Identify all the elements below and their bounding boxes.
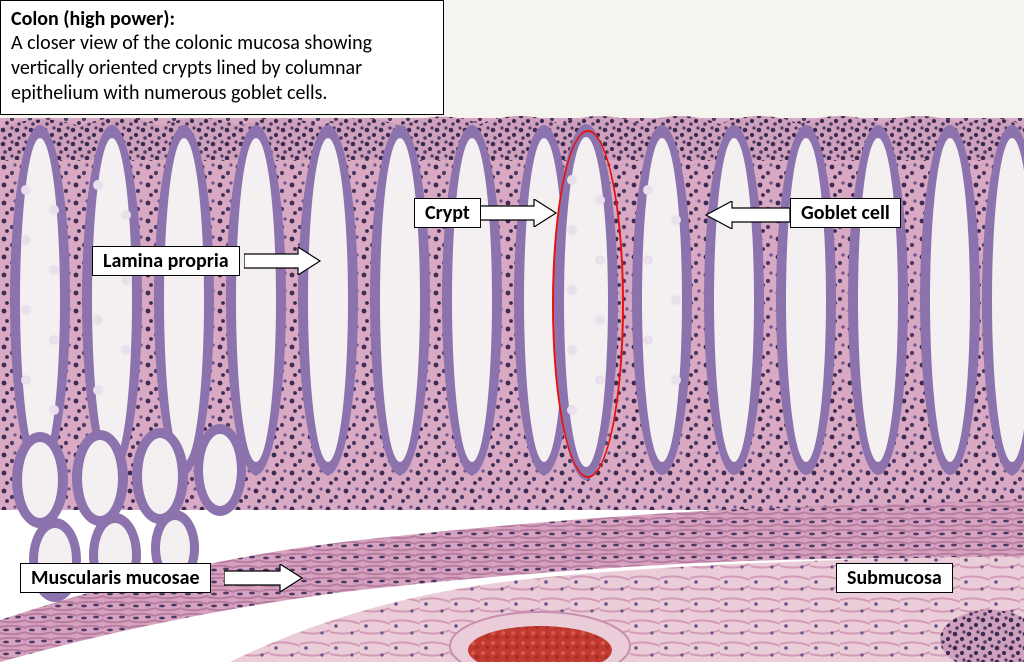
title-box: Colon (high power): A closer view of the… [0, 0, 444, 115]
crypt-highlight-ellipse [552, 130, 624, 478]
label-crypt: Crypt [414, 198, 481, 228]
label-goblet-cell: Goblet cell [790, 198, 901, 228]
label-submucosa: Submucosa [836, 563, 953, 593]
title-description: A closer view of the colonic mucosa show… [11, 31, 433, 106]
title-heading: Colon (high power): [11, 7, 175, 31]
arrow-crypt [476, 199, 558, 227]
arrow-goblet-cell [704, 201, 790, 229]
arrow-muscularis-mucosae [224, 564, 304, 592]
label-lamina-propria: Lamina propria [92, 246, 240, 276]
arrow-lamina-propria [244, 247, 322, 275]
label-muscularis-mucosae: Muscularis mucosae [20, 563, 211, 593]
